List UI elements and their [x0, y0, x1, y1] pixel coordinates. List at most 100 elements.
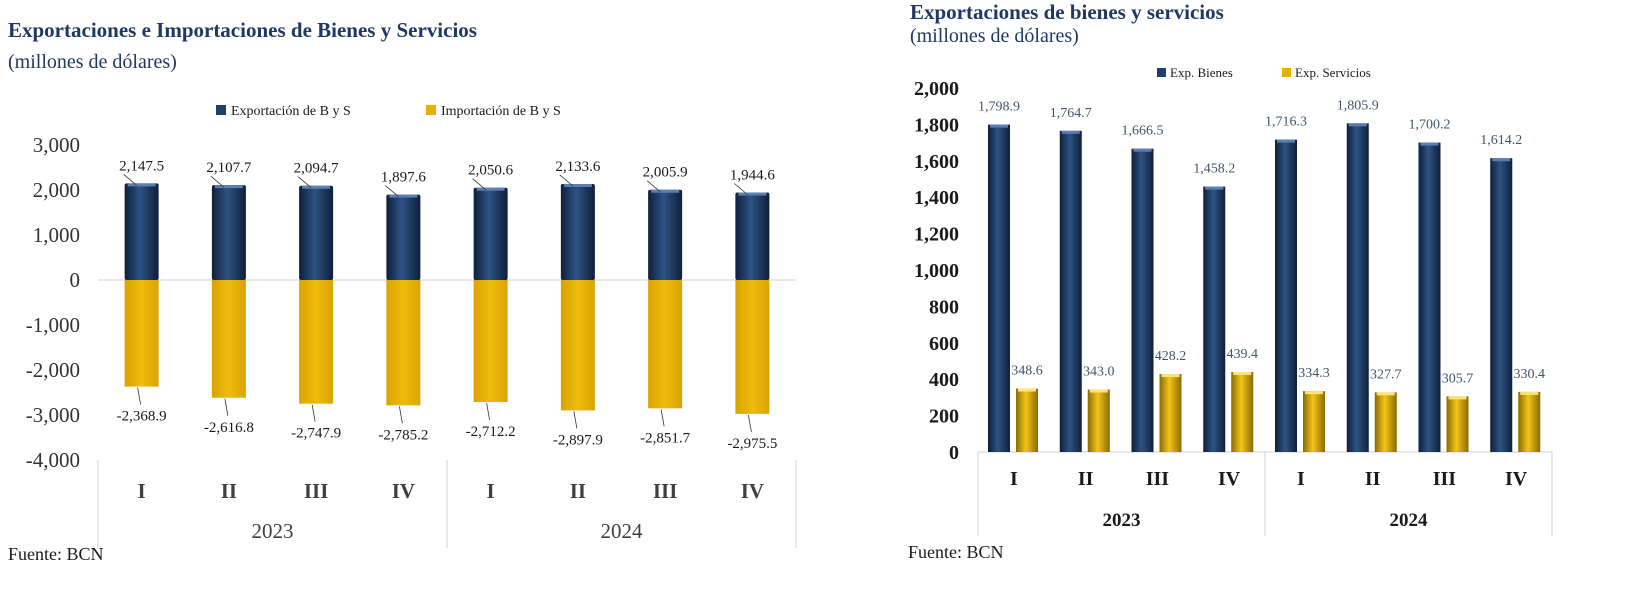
export-value-label: 1,944.6	[730, 167, 776, 183]
export-label-leader	[297, 176, 312, 189]
import-value-label: -2,851.7	[640, 430, 690, 446]
right-chart-subtitle: (millones de dólares)	[910, 25, 1079, 47]
left-chart-subtitle: (millones de dólares)	[8, 51, 177, 73]
services-bar	[1446, 396, 1469, 452]
import-bar	[735, 280, 770, 414]
y-tick-label: 0	[70, 268, 81, 292]
services-bar	[1374, 392, 1397, 452]
goods-value-label: 1,716.3	[1265, 115, 1307, 130]
x-group-label: 2024	[601, 519, 644, 543]
services-bar	[1518, 391, 1541, 452]
services-value-label: 327.7	[1370, 367, 1402, 382]
right-chart-title: Exportaciones de bienes y servicios	[910, 0, 1224, 24]
goods-bar-cap	[1348, 123, 1367, 127]
legend-label-1: Exp. Bienes	[1170, 65, 1233, 80]
x-tick-label: II	[1365, 468, 1381, 490]
x-tick-label: III	[653, 479, 678, 503]
y-tick-label: 800	[929, 296, 959, 318]
x-group-label: 2024	[1390, 510, 1429, 531]
goods-bar-cap	[1492, 158, 1511, 162]
services-bar-cap	[1018, 388, 1036, 392]
services-value-label: 343.0	[1083, 365, 1115, 380]
import-bar	[124, 280, 159, 387]
import-value-label: -2,712.2	[466, 424, 516, 440]
services-value-label: 330.4	[1514, 367, 1546, 382]
import-value-label: -2,368.9	[117, 409, 167, 425]
import-bar	[473, 280, 508, 403]
export-bar-cap	[738, 192, 767, 196]
import-bar	[299, 280, 334, 404]
export-bar-cap	[389, 194, 418, 198]
goods-bar	[1059, 130, 1082, 453]
legend-swatch-1	[216, 105, 226, 115]
x-tick-label: IV	[741, 479, 764, 503]
services-bar-cap	[1305, 391, 1323, 395]
export-bar	[560, 183, 595, 280]
import-bar	[560, 280, 595, 411]
services-value-label: 428.2	[1155, 349, 1187, 364]
services-bar-cap	[1448, 396, 1467, 400]
services-bar	[1016, 388, 1038, 452]
goods-value-label: 1,666.5	[1122, 124, 1164, 139]
export-label-leader	[559, 174, 574, 187]
x-tick-label: I	[138, 479, 146, 503]
services-value-label: 334.3	[1298, 366, 1330, 381]
x-tick-label: III	[1433, 468, 1457, 490]
goods-bar	[1203, 186, 1226, 452]
x-tick-label: III	[1146, 468, 1170, 490]
goods-value-label: 1,798.9	[978, 100, 1020, 115]
import-label-leader	[224, 398, 229, 416]
import-value-label: -2,975.5	[727, 436, 777, 452]
goods-bar-cap	[1277, 139, 1295, 143]
y-tick-label: -1,000	[26, 313, 80, 337]
goods-bar	[1490, 158, 1513, 452]
x-tick-label: II	[221, 479, 237, 503]
services-bar-cap	[1161, 374, 1180, 378]
goods-value-label: 1,805.9	[1337, 98, 1379, 113]
export-label-leader	[210, 175, 225, 188]
legend-label-2: Exp. Servicios	[1295, 65, 1371, 80]
export-value-label: 1,897.6	[381, 170, 427, 186]
y-tick-label: 2,000	[33, 178, 80, 202]
y-tick-label: 2,000	[914, 78, 959, 100]
y-tick-label: -3,000	[26, 403, 80, 427]
export-label-leader	[472, 178, 486, 191]
goods-bar	[1346, 123, 1369, 452]
x-tick-label: IV	[1218, 468, 1241, 490]
legend-swatch-2	[426, 105, 436, 115]
x-tick-label: I	[1010, 468, 1018, 490]
import-value-label: -2,785.2	[378, 427, 428, 443]
export-value-label: 2,107.7	[206, 160, 252, 176]
goods-bar	[1275, 139, 1297, 452]
x-tick-label: III	[304, 479, 329, 503]
x-tick-label: I	[1297, 468, 1305, 490]
export-bar-cap	[476, 187, 505, 191]
y-tick-label: 1,200	[914, 224, 959, 246]
x-tick-label: II	[570, 479, 586, 503]
goods-bar-cap	[1205, 186, 1224, 190]
services-value-label: 348.6	[1011, 364, 1043, 379]
export-bar-cap	[214, 185, 243, 189]
export-bar	[299, 185, 334, 280]
legend-label-2: Importación de B y S	[441, 104, 561, 119]
import-label-leader	[573, 411, 578, 429]
export-bar	[473, 187, 508, 280]
x-group-label: 2023	[252, 519, 294, 543]
services-bar	[1159, 374, 1182, 452]
services-value-label: 439.4	[1227, 347, 1259, 362]
y-tick-label: -4,000	[26, 448, 80, 472]
export-label-leader	[123, 174, 137, 186]
export-bar	[735, 192, 770, 280]
import-bar	[386, 280, 421, 406]
export-bar-cap	[563, 183, 592, 187]
export-label-leader	[734, 183, 748, 195]
y-tick-label: 200	[929, 406, 959, 428]
export-value-label: 2,050.6	[468, 163, 514, 179]
goods-bar-cap	[1061, 130, 1080, 134]
x-tick-label: I	[487, 479, 495, 503]
y-tick-label: -2,000	[26, 358, 80, 382]
goods-bar	[988, 124, 1010, 453]
import-label-leader	[137, 387, 142, 405]
export-value-label: 2,133.6	[555, 159, 601, 175]
x-tick-label: II	[1078, 468, 1094, 490]
